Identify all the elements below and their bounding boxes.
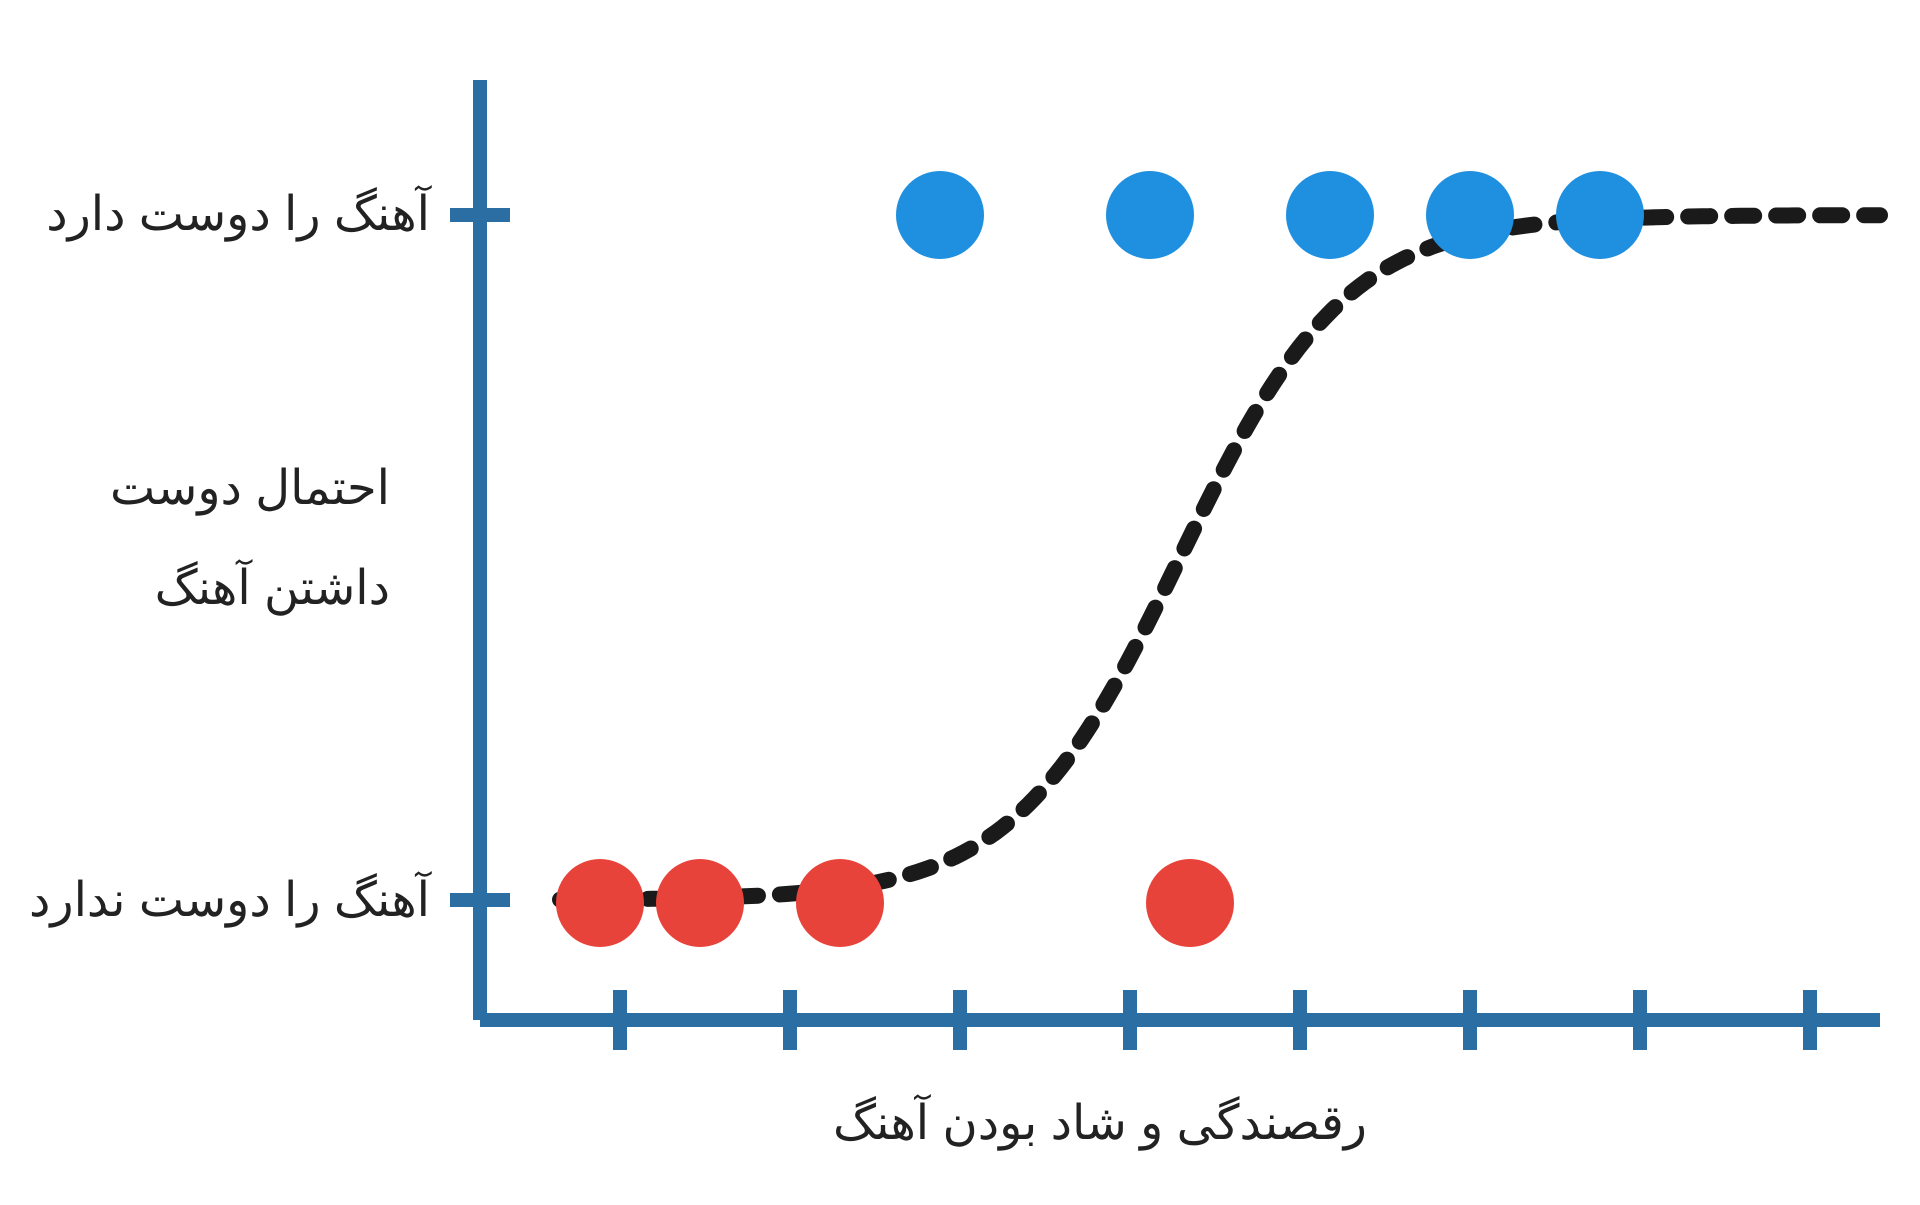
logistic-curve	[560, 215, 1880, 899]
data-point	[656, 859, 744, 947]
data-points	[556, 171, 1644, 947]
data-point	[1556, 171, 1644, 259]
data-point	[1426, 171, 1514, 259]
chart-svg	[0, 0, 1920, 1205]
chart-stage: آهنگ را دوست دارد آهنگ را دوست ندارد احت…	[0, 0, 1920, 1205]
data-point	[1286, 171, 1374, 259]
data-point	[796, 859, 884, 947]
data-point	[1106, 171, 1194, 259]
data-point	[896, 171, 984, 259]
data-point	[556, 859, 644, 947]
data-point	[1146, 859, 1234, 947]
